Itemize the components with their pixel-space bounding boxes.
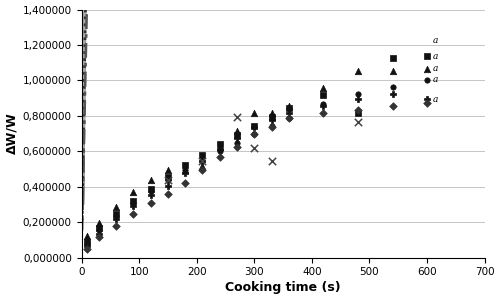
Point <box>95 235 103 240</box>
Point <box>423 97 431 101</box>
Point <box>320 104 328 109</box>
Point <box>198 159 206 164</box>
Point <box>95 220 103 225</box>
Point <box>250 125 258 130</box>
Point <box>268 124 276 129</box>
Point <box>354 68 362 73</box>
Point <box>130 190 138 194</box>
Point <box>354 111 362 116</box>
Point <box>233 141 241 146</box>
Point <box>388 91 396 96</box>
Point <box>233 114 241 119</box>
Point <box>146 189 154 194</box>
X-axis label: Cooking time (s): Cooking time (s) <box>226 281 341 294</box>
Point <box>181 167 189 172</box>
Point <box>95 226 103 231</box>
Point <box>250 111 258 116</box>
Point <box>112 217 120 222</box>
Point <box>320 93 328 98</box>
Point <box>130 200 138 205</box>
Y-axis label: ΔW/W: ΔW/W <box>6 113 18 154</box>
Point <box>250 145 258 150</box>
Point <box>285 116 293 121</box>
Point <box>84 234 92 239</box>
Point <box>112 205 120 209</box>
Point <box>112 212 120 217</box>
Point <box>164 167 172 172</box>
Point <box>95 231 103 236</box>
Point <box>285 106 293 110</box>
Point <box>130 204 138 208</box>
Point <box>130 212 138 217</box>
Point <box>216 144 224 149</box>
Point <box>388 68 396 73</box>
Point <box>250 123 258 128</box>
Point <box>95 228 103 232</box>
Point <box>130 199 138 203</box>
Text: a: a <box>433 52 438 61</box>
Point <box>84 246 92 251</box>
Point <box>423 100 431 105</box>
Point <box>354 91 362 96</box>
Point <box>268 118 276 123</box>
Point <box>198 167 206 172</box>
Point <box>84 241 92 246</box>
Point <box>112 223 120 228</box>
Point <box>423 67 431 71</box>
Point <box>181 167 189 172</box>
Point <box>164 175 172 179</box>
Point <box>216 149 224 154</box>
Point <box>233 136 241 140</box>
Point <box>250 131 258 136</box>
Point <box>198 159 206 164</box>
Point <box>198 152 206 157</box>
Point <box>354 97 362 101</box>
Point <box>146 192 154 197</box>
Point <box>388 104 396 109</box>
Point <box>164 178 172 183</box>
Point <box>423 54 431 59</box>
Point <box>285 116 293 121</box>
Point <box>216 155 224 160</box>
Point <box>268 114 276 119</box>
Point <box>181 171 189 176</box>
Point <box>198 159 206 164</box>
Point <box>285 104 293 109</box>
Text: a: a <box>433 64 438 74</box>
Point <box>216 142 224 147</box>
Point <box>198 164 206 169</box>
Point <box>84 244 92 248</box>
Text: a: a <box>433 36 438 45</box>
Point <box>146 200 154 205</box>
Point <box>216 146 224 151</box>
Point <box>320 86 328 91</box>
Point <box>268 111 276 116</box>
Point <box>285 111 293 116</box>
Point <box>181 181 189 186</box>
Point <box>146 178 154 183</box>
Point <box>146 187 154 192</box>
Point <box>423 77 431 82</box>
Point <box>320 111 328 116</box>
Point <box>84 239 92 244</box>
Point <box>268 159 276 164</box>
Point <box>164 178 172 183</box>
Point <box>388 84 396 89</box>
Point <box>164 183 172 188</box>
Point <box>112 214 120 218</box>
Text: a: a <box>433 75 438 84</box>
Point <box>181 163 189 168</box>
Point <box>233 144 241 149</box>
Point <box>233 133 241 138</box>
Point <box>388 56 396 61</box>
Point <box>354 107 362 112</box>
Point <box>233 128 241 133</box>
Point <box>320 102 328 107</box>
Point <box>164 191 172 196</box>
Point <box>250 132 258 137</box>
Text: a: a <box>433 94 438 103</box>
Point <box>354 120 362 124</box>
Point <box>268 125 276 130</box>
